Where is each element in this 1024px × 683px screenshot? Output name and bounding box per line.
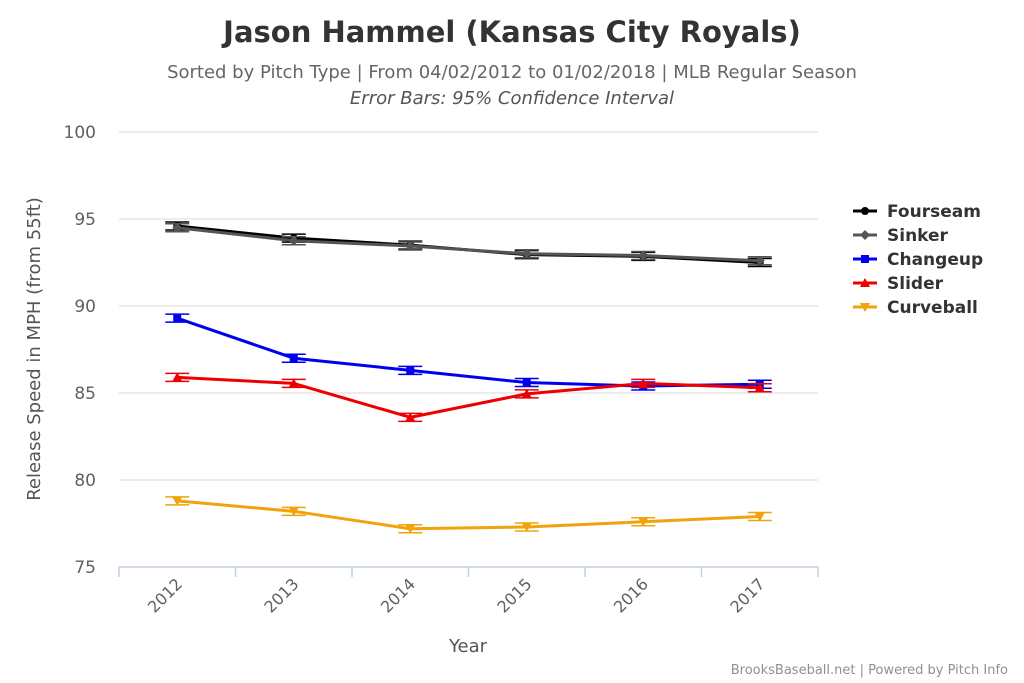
legend-marker [861,255,869,263]
data-point-sinker [405,240,416,251]
data-point-slider [405,412,416,422]
series-sinker [165,222,772,266]
legend-label: Slider [887,274,944,294]
chart-subtitle-errorbars: Error Bars: 95% Confidence Interval [350,88,674,109]
data-point-curveball [288,507,299,517]
data-point-changeup [173,314,182,323]
series-slider [165,372,772,423]
legend-label: Curveball [887,298,978,318]
x-tick-label: 2012 [144,574,186,616]
legend-marker [860,230,870,240]
y-tick-label: 95 [74,210,96,230]
legend-item-slider[interactable]: Slider [853,274,944,294]
x-tick-label: 2016 [610,574,652,616]
data-point-changeup [522,378,531,387]
y-tick-label: 85 [74,384,96,404]
data-point-slider [754,382,765,392]
legend-item-curveball[interactable]: Curveball [853,298,978,318]
legend-item-sinker[interactable]: Sinker [853,226,949,246]
series-line-changeup [176,316,760,388]
y-tick-label: 75 [74,558,96,578]
legend[interactable]: Fourseam Sinker Changeup Slider Curveball [853,202,983,318]
data-point-sinker [521,248,532,259]
legend-label: Sinker [887,226,949,246]
legend-marker [860,278,870,287]
data-point-slider [172,372,183,382]
chart-title: Jason Hammel (Kansas City Royals) [221,15,801,49]
legend-item-changeup[interactable]: Changeup [853,250,983,270]
legend-label: Changeup [887,250,983,270]
credits-link[interactable]: BrooksBaseball.net | Powered by Pitch In… [731,663,1008,678]
data-point-sinker [638,250,649,261]
series-group [165,221,772,534]
y-tick-label: 100 [64,123,96,143]
grid [119,131,818,481]
chart-subtitle: Sorted by Pitch Type | From 04/02/2012 t… [167,62,857,83]
data-point-curveball [405,524,416,534]
data-point-slider [521,388,532,398]
x-tick-label: 2014 [377,574,419,616]
data-point-curveball [638,517,649,527]
legend-item-fourseam[interactable]: Fourseam [853,202,981,222]
data-point-changeup [289,354,298,363]
data-point-curveball [172,496,183,506]
legend-marker [860,303,870,312]
series-fourseam [165,221,772,268]
y-axis-label: Release Speed in MPH (from 55ft) [24,197,45,501]
series-line-slider [177,375,760,419]
y-tick-label: 80 [74,471,96,491]
series-changeup [165,313,772,391]
data-point-sinker [288,235,299,246]
data-point-slider [638,378,649,388]
series-line-sinker [177,226,760,263]
data-point-curveball [754,512,765,522]
legend-marker [861,207,869,215]
data-point-changeup [406,366,415,375]
data-point-sinker [754,255,765,266]
legend-label: Fourseam [887,202,981,222]
data-point-slider [288,378,299,388]
series-curveball [165,496,772,534]
y-tick-label: 90 [74,297,96,317]
data-point-curveball [521,522,532,532]
data-point-sinker [172,222,183,233]
axes: 75 80 85 90 95 100 2012 2013 2014 2015 2016 2017 [64,123,819,617]
x-tick-label: 2013 [260,574,302,616]
x-tick-label: 2015 [493,574,535,616]
series-line-curveball [177,499,760,531]
x-axis-label: Year [448,636,488,657]
x-tick-label: 2017 [726,574,768,616]
